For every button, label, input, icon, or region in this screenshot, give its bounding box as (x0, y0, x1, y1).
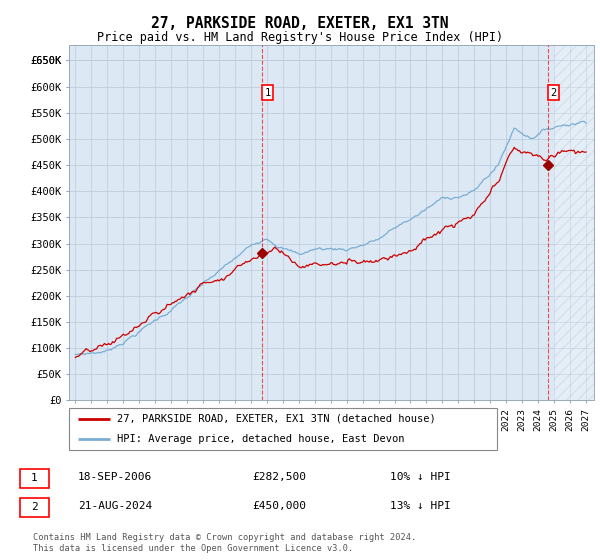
FancyBboxPatch shape (20, 469, 49, 488)
Text: Price paid vs. HM Land Registry's House Price Index (HPI): Price paid vs. HM Land Registry's House … (97, 31, 503, 44)
Text: HPI: Average price, detached house, East Devon: HPI: Average price, detached house, East… (116, 434, 404, 444)
Text: 27, PARKSIDE ROAD, EXETER, EX1 3TN (detached house): 27, PARKSIDE ROAD, EXETER, EX1 3TN (deta… (116, 414, 435, 424)
Text: 18-SEP-2006: 18-SEP-2006 (78, 472, 152, 482)
Text: 21-AUG-2024: 21-AUG-2024 (78, 501, 152, 511)
Text: £282,500: £282,500 (252, 472, 306, 482)
FancyBboxPatch shape (20, 498, 49, 517)
Text: 13% ↓ HPI: 13% ↓ HPI (390, 501, 451, 511)
FancyBboxPatch shape (69, 408, 497, 450)
Text: 10% ↓ HPI: 10% ↓ HPI (390, 472, 451, 482)
Text: 1: 1 (265, 88, 271, 98)
Text: 2: 2 (31, 502, 38, 512)
Text: Contains HM Land Registry data © Crown copyright and database right 2024.
This d: Contains HM Land Registry data © Crown c… (33, 533, 416, 553)
Text: 1: 1 (31, 473, 38, 483)
Text: £450,000: £450,000 (252, 501, 306, 511)
Text: 27, PARKSIDE ROAD, EXETER, EX1 3TN: 27, PARKSIDE ROAD, EXETER, EX1 3TN (151, 16, 449, 31)
Text: 2: 2 (551, 88, 557, 98)
Bar (554, 45, 594, 400)
